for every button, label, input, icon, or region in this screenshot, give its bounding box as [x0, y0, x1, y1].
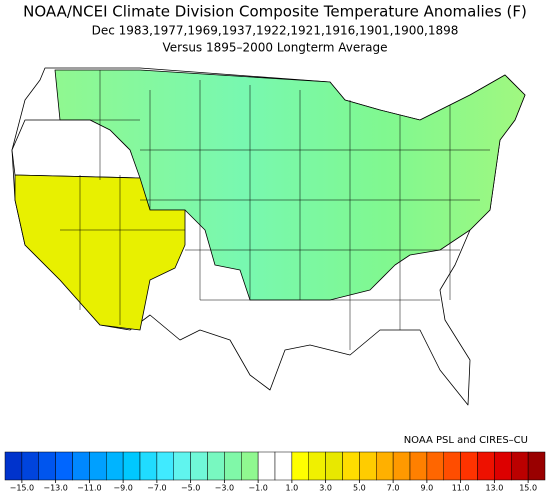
color-swatch: [139, 451, 158, 481]
color-swatch: [359, 451, 377, 481]
color-swatch: [392, 451, 411, 481]
tick-label: −15.0: [10, 484, 35, 492]
tick-label: −7.0: [147, 484, 166, 492]
color-swatch: [173, 451, 191, 481]
division-lines: [60, 70, 490, 350]
tick-label: 5.0: [353, 484, 366, 492]
tick-label: 3.0: [319, 484, 332, 492]
tick-label: 9.0: [421, 484, 434, 492]
color-swatch: [325, 451, 343, 481]
credit: NOAA PSL and CIRES–CU: [404, 435, 528, 446]
tick-label: −11.0: [77, 484, 102, 492]
color-swatch: [511, 451, 529, 481]
color-swatch: [4, 451, 23, 481]
tick-label: −5.0: [181, 484, 200, 492]
subtitle: Dec 1983,1977,1969,1937,1922,1921,1916,1…: [92, 24, 459, 38]
color-swatch: [55, 451, 73, 481]
color-swatch: [106, 451, 124, 481]
colorbar: −15.0 −13.0 −11.0 −9.0 −7.0 −5.0 −3.0 −1.0 1.0 3.…: [4, 451, 546, 492]
color-swatch: [241, 451, 259, 481]
color-swatch: [207, 451, 225, 481]
tick-label: 13.0: [485, 484, 503, 492]
tick-label: −3.0: [215, 484, 234, 492]
tick-label: 1.0: [286, 484, 299, 492]
color-swatch: [190, 451, 208, 481]
tick-label: −1.0: [248, 484, 267, 492]
baseline-note: Versus 1895–2000 Longterm Average: [162, 41, 387, 55]
color-swatch: [308, 451, 326, 481]
color-swatch: [21, 451, 39, 481]
title: NOAA/NCEI Climate Division Composite Tem…: [23, 3, 527, 21]
tick-label: 11.0: [452, 484, 470, 492]
color-swatch: [89, 451, 107, 481]
color-swatch: [477, 451, 495, 481]
color-swatch: [443, 451, 461, 481]
color-swatch: [426, 451, 444, 481]
color-swatch: [527, 451, 546, 481]
color-swatch: [257, 451, 276, 481]
color-swatch: [122, 451, 141, 481]
color-swatch: [224, 451, 242, 481]
color-swatch: [72, 451, 90, 481]
tick-label: 7.0: [387, 484, 400, 492]
color-swatch: [376, 451, 394, 481]
tick-label: −9.0: [113, 484, 132, 492]
color-swatch: [156, 451, 174, 481]
color-swatch: [460, 451, 478, 481]
tick-label: 15.0: [519, 484, 537, 492]
color-swatch: [291, 451, 309, 481]
color-swatch: [274, 451, 293, 481]
color-swatch: [494, 451, 512, 481]
color-swatch: [38, 451, 56, 481]
tick-label: −13.0: [43, 484, 68, 492]
color-swatch: [342, 451, 360, 481]
color-swatch: [409, 451, 428, 481]
us-map: [11, 67, 526, 406]
